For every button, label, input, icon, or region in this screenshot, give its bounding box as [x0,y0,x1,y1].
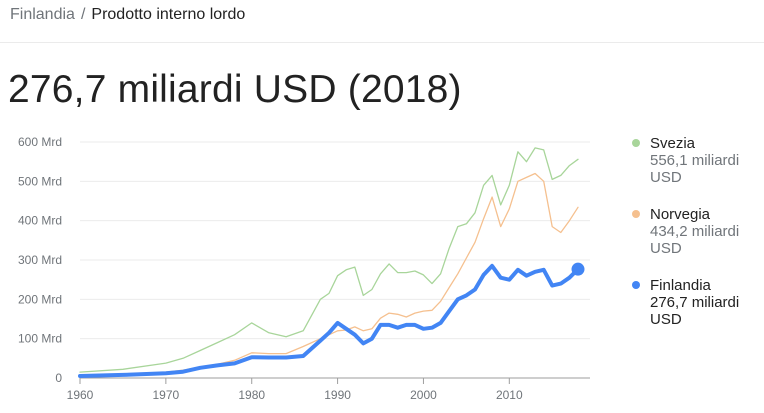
chart-grid [79,141,590,384]
breadcrumb: Finlandia / Prodotto interno lordo [10,6,245,24]
legend-item-norvegia[interactable]: Norvegia 434,2 miliardi USD [632,206,762,257]
series-endpoint-finlandia[interactable] [571,262,585,276]
legend-dot-svezia [632,139,640,147]
y-tick-label: 500 Mrd [18,174,62,188]
legend-value: 556,1 miliardi USD [650,152,740,186]
legend-item-finlandia[interactable]: Finlandia 276,7 miliardi USD [632,277,762,328]
series-line-norvegia [79,172,579,377]
chart-series [78,147,585,378]
y-axis-labels: 0 100 Mrd 200 Mrd 300 Mrd 400 Mrd 500 Mrd 600 … [18,135,62,385]
legend-name: Finlandia [650,277,711,294]
chart-legend: Svezia 556,1 miliardi USD Norvegia 434,2… [632,135,762,348]
y-tick-label: 200 Mrd [18,292,62,306]
x-tick-label: 1980 [238,388,265,402]
breadcrumb-country-link[interactable]: Finlandia [10,6,75,23]
gdp-line-chart[interactable]: 0 100 Mrd 200 Mrd 300 Mrd 400 Mrd 500 Mrd 600 … [0,0,600,413]
y-tick-label: 300 Mrd [18,253,62,267]
legend-value: 276,7 miliardi USD [650,294,740,328]
y-tick-label: 600 Mrd [18,135,62,149]
breadcrumb-indicator: Prodotto interno lordo [91,6,246,23]
x-tick-label: 1990 [324,388,351,402]
legend-item-svezia[interactable]: Svezia 556,1 miliardi USD [632,135,762,186]
legend-dot-norvegia [632,210,640,218]
series-line-svezia [79,147,579,373]
x-tick-label: 1960 [67,388,94,402]
header-divider [0,42,764,43]
x-tick-label: 2000 [410,388,437,402]
legend-value: 434,2 miliardi USD [650,223,740,257]
x-axis-labels: 1960 1970 1980 1990 2000 2010 [67,388,523,402]
legend-dot-finlandia [632,281,640,289]
breadcrumb-separator: / [80,6,86,23]
x-tick-label: 2010 [496,388,523,402]
y-tick-label: 400 Mrd [18,214,62,228]
legend-name: Svezia [650,135,696,152]
y-tick-label: 0 [55,371,62,385]
y-tick-label: 100 Mrd [18,332,62,346]
legend-name: Norvegia [650,206,711,223]
headline-value: 276,7 miliardi USD (2018) [8,68,462,111]
series-line-finlandia [78,263,580,378]
x-tick-label: 1970 [153,388,180,402]
